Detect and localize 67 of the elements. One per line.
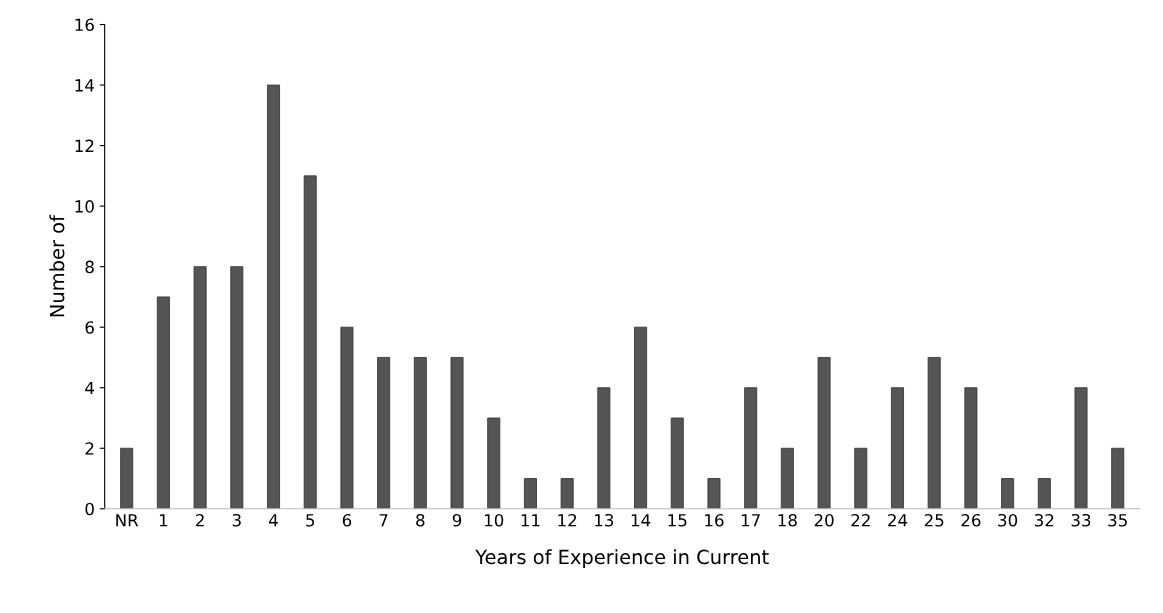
- bar: [891, 387, 904, 509]
- x-axis-title: Years of Experience in Current: [475, 549, 769, 569]
- x-tick-label: 1: [159, 514, 168, 527]
- x-tick-label: 8: [416, 513, 425, 527]
- x-tick-label: 11: [521, 514, 540, 527]
- x-tick-label: 17: [741, 514, 760, 527]
- x-tick-label: 24: [888, 513, 908, 527]
- bar: [1037, 478, 1051, 509]
- x-tick-label: 13: [595, 513, 614, 527]
- x-tick-label: 30: [998, 513, 1018, 527]
- y-tick-label: 0: [85, 502, 94, 516]
- bar: [670, 417, 684, 509]
- bar: [634, 326, 648, 509]
- y-tick-label: 16: [75, 18, 94, 32]
- bar: [560, 478, 574, 509]
- bar: [120, 447, 134, 509]
- x-tick-label: 32: [1034, 513, 1054, 527]
- x-tick-label: 5: [306, 514, 315, 527]
- bar: [303, 175, 317, 509]
- x-tick-label: 26: [961, 513, 981, 527]
- bar: [927, 357, 941, 509]
- y-tick-label: 12: [75, 139, 94, 152]
- y-tick-label: 10: [75, 200, 94, 213]
- bar: [964, 387, 978, 509]
- y-tick-label: 6: [85, 321, 94, 334]
- y-tick-label: 4: [85, 381, 95, 395]
- bar: [1074, 387, 1088, 509]
- x-tick-label: 25: [924, 513, 944, 527]
- x-tick-label: 9: [452, 513, 462, 527]
- bar: [230, 266, 244, 509]
- bar: [780, 447, 794, 509]
- x-tick-label: 7: [379, 514, 388, 527]
- bar: [377, 357, 391, 509]
- x-tick-label: 15: [668, 514, 687, 527]
- x-tick-label: 3: [232, 513, 241, 527]
- bar: [487, 417, 501, 509]
- x-tick-label: 14: [631, 514, 651, 527]
- bar: [1001, 478, 1015, 509]
- bar: [156, 296, 170, 509]
- x-tick-label: 20: [814, 513, 834, 527]
- bar: [597, 387, 611, 509]
- y-axis-title: Number of: [49, 214, 65, 317]
- bar: [193, 266, 207, 509]
- bar: [1111, 447, 1125, 509]
- x-tick-label: 33: [1071, 513, 1091, 527]
- x-tick-label: NR: [116, 514, 139, 527]
- y-tick-label: 2: [85, 442, 94, 455]
- bar: [267, 84, 280, 509]
- bar: [744, 387, 758, 509]
- x-tick-label: 16: [705, 513, 724, 527]
- bar: [450, 357, 464, 509]
- bar: [523, 478, 537, 509]
- x-tick-label: 10: [484, 513, 504, 527]
- bar: [817, 357, 831, 509]
- bar: [707, 478, 721, 509]
- y-tick-label: 14: [75, 79, 95, 92]
- x-tick-label: 2: [196, 513, 204, 527]
- bar: [854, 447, 868, 509]
- x-tick-label: 6: [342, 513, 352, 527]
- x-tick-label: 35: [1108, 513, 1127, 527]
- x-tick-label: 22: [851, 513, 870, 527]
- bar: [340, 326, 354, 509]
- x-tick-label: 18: [778, 513, 797, 527]
- x-tick-label: 4: [269, 514, 278, 527]
- y-tick-label: 8: [85, 260, 94, 274]
- bar: [413, 357, 427, 509]
- x-tick-label: 12: [558, 513, 577, 527]
